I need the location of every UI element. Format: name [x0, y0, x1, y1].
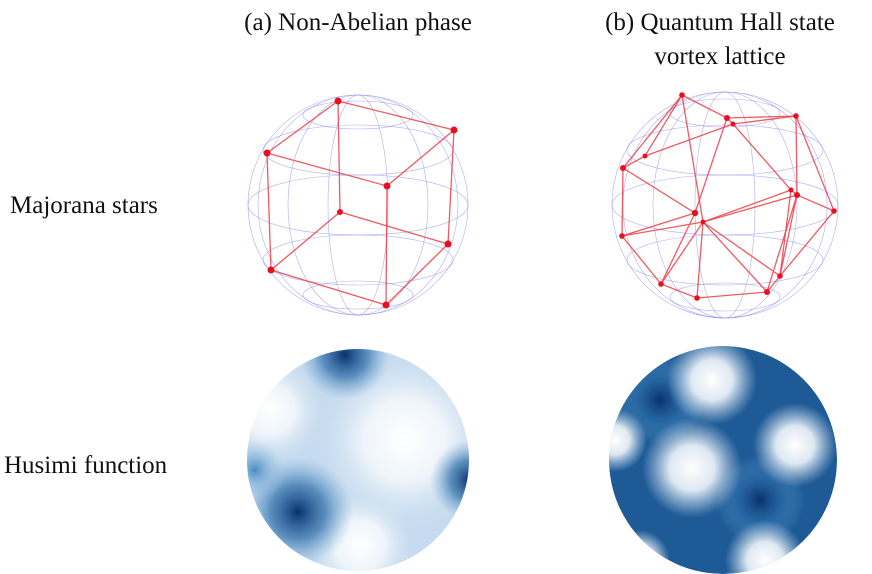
column-title: (a) Non-Abelian phase [244, 9, 472, 36]
row-label: Majorana stars [10, 192, 158, 219]
husimi-b [609, 346, 837, 574]
column-title: (b) Quantum Hall state [605, 9, 835, 36]
column-title: vortex lattice [654, 43, 785, 70]
sphere-b [611, 91, 839, 319]
row-label: Husimi function [4, 452, 168, 479]
husimi-a [247, 349, 469, 571]
sphere-a [247, 94, 469, 316]
